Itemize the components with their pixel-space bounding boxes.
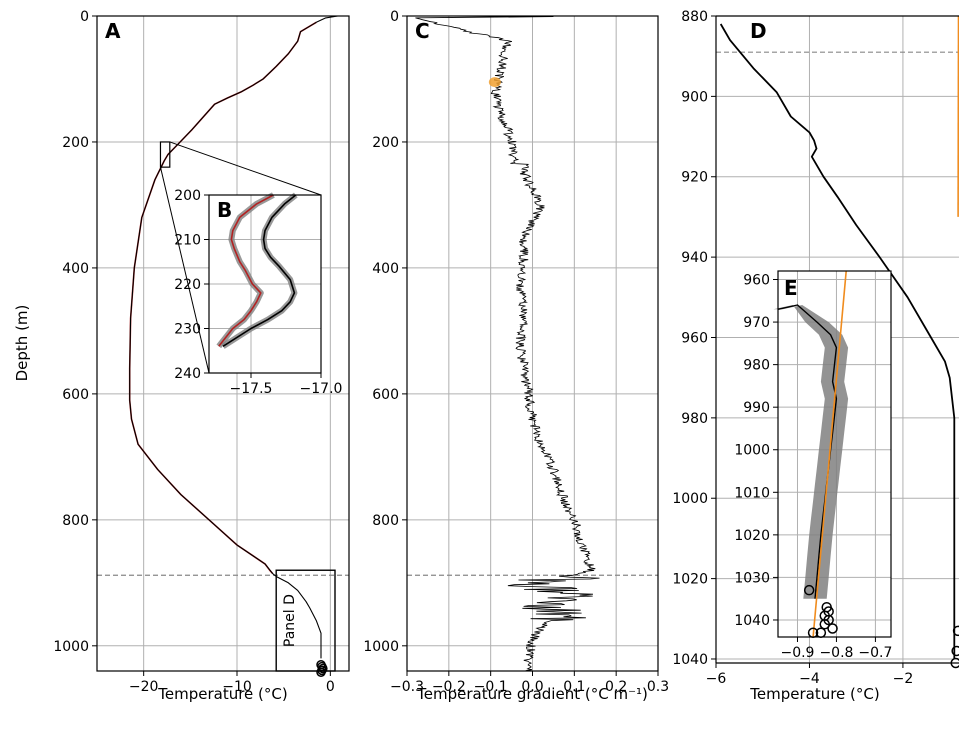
y-tick-label: 800 xyxy=(62,513,89,529)
uncertainty-band-e xyxy=(773,305,849,599)
gradient-series-line xyxy=(415,15,600,672)
y-tick-label: 800 xyxy=(372,513,399,529)
y-tick-label: 0 xyxy=(390,9,399,25)
x-tick-label: 0.0 xyxy=(521,679,543,695)
x-tick-label: −10 xyxy=(222,679,252,695)
y-tick-label: 1040 xyxy=(734,613,770,629)
series-line-e-0 xyxy=(777,304,838,599)
x-tick-label: 0.2 xyxy=(605,679,627,695)
y-tick-label: 1040 xyxy=(672,652,708,668)
panel-d-region-label: Panel D xyxy=(282,594,298,647)
zoom-connector-line xyxy=(169,141,322,196)
y-tick-label: 400 xyxy=(372,261,399,277)
y-tick-label: 600 xyxy=(372,387,399,403)
x-tick-label: −0.3 xyxy=(390,679,424,695)
x-tick-label: −0.7 xyxy=(858,645,892,661)
panel-letter-a: A xyxy=(105,19,121,43)
panel-letter-c: C xyxy=(415,19,430,43)
y-tick-label: 900 xyxy=(681,89,708,105)
y-tick-label: 1010 xyxy=(734,485,770,501)
y-tick-label: 1000 xyxy=(363,639,399,655)
data-marker-circle xyxy=(316,667,326,678)
y-tick-label: 1020 xyxy=(734,528,770,544)
x-tick-label: 0.1 xyxy=(563,679,585,695)
highlight-marker xyxy=(488,77,501,88)
panel-letter-e: E xyxy=(784,276,798,300)
y-tick-label: 1000 xyxy=(672,491,708,507)
y-tick-label: 1000 xyxy=(734,443,770,459)
x-tick-label: −2 xyxy=(893,671,914,687)
y-tick-label: 880 xyxy=(681,9,708,25)
zoom-connector-line xyxy=(159,167,210,374)
x-tick-label: −17.0 xyxy=(300,381,343,397)
data-marker-circle xyxy=(952,625,959,637)
y-tick-label: 200 xyxy=(174,188,201,204)
y-tick-label: 960 xyxy=(681,330,708,346)
data-marker-circle xyxy=(819,618,831,630)
y-tick-label: 980 xyxy=(681,411,708,427)
y-tick-label: 210 xyxy=(174,233,201,249)
panel-a-frame xyxy=(96,15,350,672)
y-tick-label: 1000 xyxy=(53,639,89,655)
y-tick-label: 400 xyxy=(62,261,89,277)
y-tick-label: 200 xyxy=(372,135,399,151)
y-tick-label: 1030 xyxy=(734,570,770,586)
x-tick-label: −0.9 xyxy=(780,645,814,661)
series-line-d-0 xyxy=(719,23,956,659)
panel-letter-d: D xyxy=(750,19,767,43)
x-axis-label: Temperature (°C) xyxy=(749,685,879,703)
x-tick-label: −0.1 xyxy=(474,679,508,695)
panel-c-grid xyxy=(406,15,659,671)
y-tick-label: 240 xyxy=(174,366,201,382)
y-tick-label: 990 xyxy=(743,400,770,416)
y-tick-label: 970 xyxy=(743,315,770,331)
x-tick-label: 0.3 xyxy=(647,679,669,695)
x-tick-label: −4 xyxy=(799,671,820,687)
series-line-e-1 xyxy=(812,270,847,638)
x-tick-label: −0.8 xyxy=(819,645,853,661)
y-tick-label: 230 xyxy=(174,322,201,338)
x-tick-label: −0.2 xyxy=(432,679,466,695)
data-marker-circle xyxy=(803,584,815,596)
x-axis-label: Temperature (°C) xyxy=(157,685,287,703)
y-tick-label: 220 xyxy=(174,277,201,293)
panel-e-frame xyxy=(777,270,892,638)
y-tick-label: 960 xyxy=(743,273,770,289)
x-tick-label: −20 xyxy=(129,679,159,695)
y-tick-label: 980 xyxy=(743,358,770,374)
zoom-region-box xyxy=(159,141,171,168)
x-tick-label: 0 xyxy=(326,679,335,695)
data-marker-circle xyxy=(827,623,838,634)
y-tick-label: 1020 xyxy=(672,572,708,588)
data-marker-circle xyxy=(951,645,959,657)
y-tick-label: 0 xyxy=(80,9,89,25)
y-tick-label: 600 xyxy=(62,387,89,403)
x-tick-label: −6 xyxy=(706,671,727,687)
y-tick-label: 200 xyxy=(62,135,89,151)
y-tick-label: 940 xyxy=(681,250,708,266)
panel-letter-b: B xyxy=(217,198,232,222)
x-axis-label: Temperature gradient (°C m⁻¹) xyxy=(416,685,648,703)
series-line-b-0 xyxy=(218,194,274,347)
series-line-b-1 xyxy=(222,194,297,347)
x-tick-label: −17.5 xyxy=(230,381,273,397)
series-line-a-1 xyxy=(129,15,338,659)
y-axis-label: Depth (m) xyxy=(13,305,31,382)
y-tick-label: 920 xyxy=(681,170,708,186)
